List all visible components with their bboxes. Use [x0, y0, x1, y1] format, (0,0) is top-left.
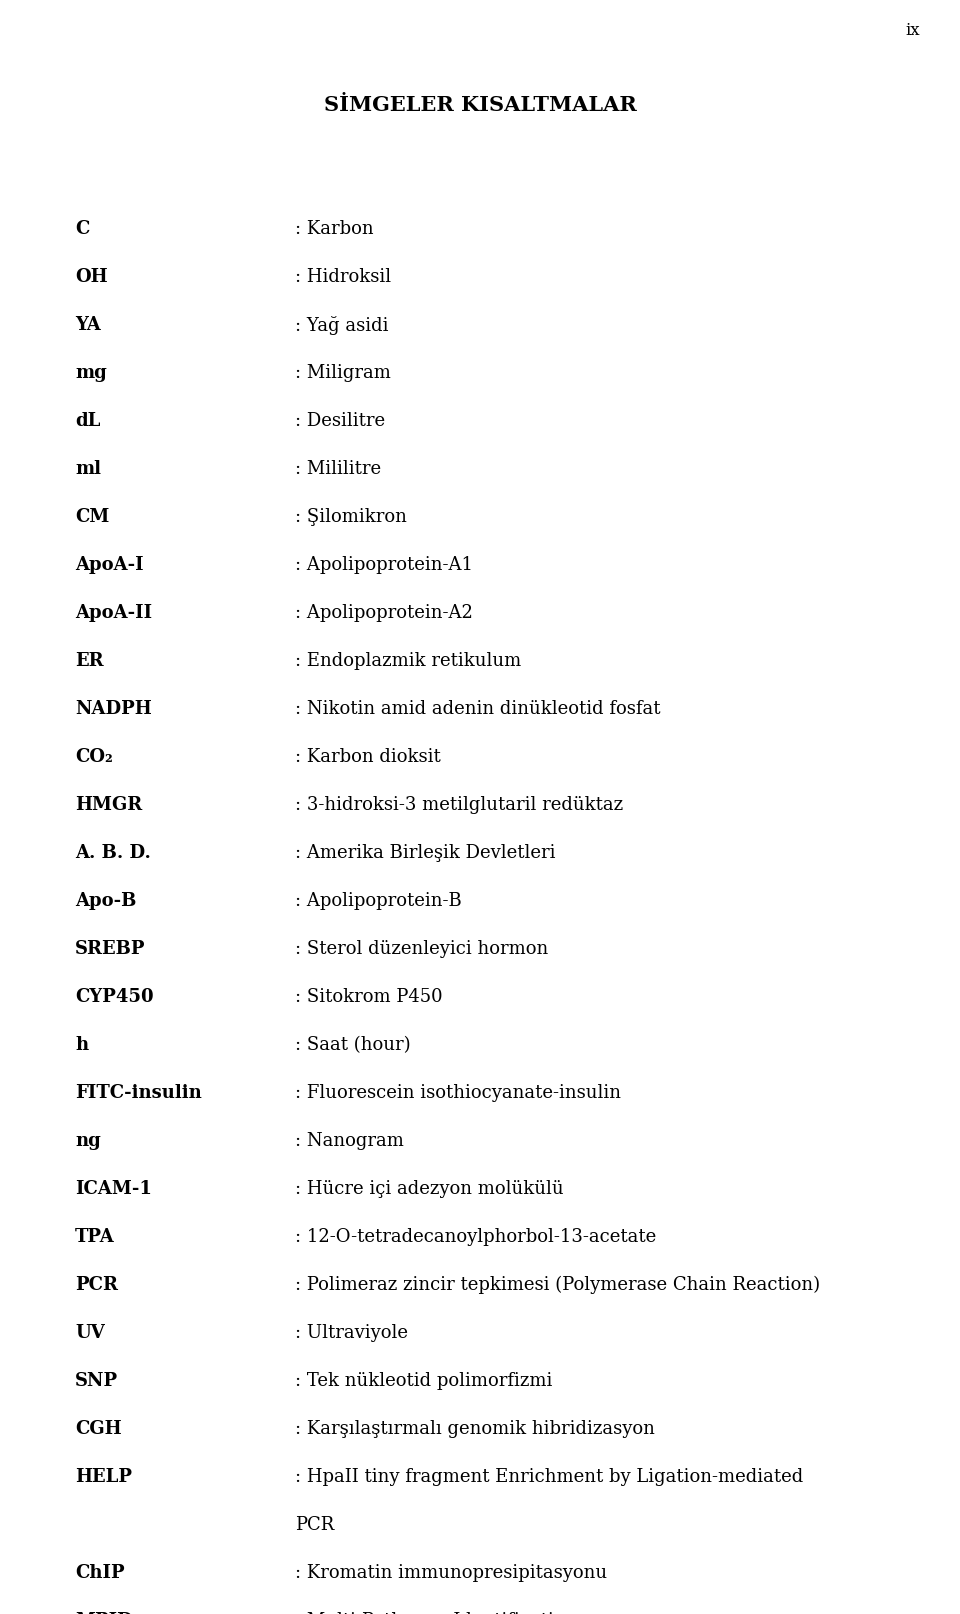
- Text: YA: YA: [75, 316, 101, 334]
- Text: CM: CM: [75, 508, 109, 526]
- Text: : Sitokrom P450: : Sitokrom P450: [295, 988, 443, 1006]
- Text: : Apolipoprotein-A1: : Apolipoprotein-A1: [295, 555, 473, 573]
- Text: PCR: PCR: [75, 1275, 118, 1293]
- Text: : Multi-Pathogen Identification: : Multi-Pathogen Identification: [295, 1611, 576, 1614]
- Text: SİMGELER KISALTMALAR: SİMGELER KISALTMALAR: [324, 95, 636, 115]
- Text: ER: ER: [75, 652, 104, 670]
- Text: ApoA-I: ApoA-I: [75, 555, 144, 573]
- Text: : Desilitre: : Desilitre: [295, 412, 385, 429]
- Text: : Nanogram: : Nanogram: [295, 1131, 404, 1149]
- Text: CYP450: CYP450: [75, 988, 154, 1006]
- Text: : Ultraviyole: : Ultraviyole: [295, 1323, 408, 1341]
- Text: : Karşılaştırmalı genomik hibridizasyon: : Karşılaştırmalı genomik hibridizasyon: [295, 1419, 655, 1436]
- Text: : Hücre içi adezyon molükülü: : Hücre içi adezyon molükülü: [295, 1180, 564, 1198]
- Text: ml: ml: [75, 460, 101, 478]
- Text: ix: ix: [905, 23, 920, 39]
- Text: : Apolipoprotein-A2: : Apolipoprotein-A2: [295, 604, 473, 621]
- Text: : Mililitre: : Mililitre: [295, 460, 381, 478]
- Text: : Şilomikron: : Şilomikron: [295, 508, 407, 526]
- Text: : Endoplazmik retikulum: : Endoplazmik retikulum: [295, 652, 521, 670]
- Text: C: C: [75, 220, 89, 237]
- Text: : Fluorescein isothiocyanate-insulin: : Fluorescein isothiocyanate-insulin: [295, 1083, 621, 1101]
- Text: SREBP: SREBP: [75, 939, 146, 957]
- Text: NADPH: NADPH: [75, 699, 152, 718]
- Text: mg: mg: [75, 363, 107, 383]
- Text: ApoA-II: ApoA-II: [75, 604, 152, 621]
- Text: : Kromatin immunopresipitasyonu: : Kromatin immunopresipitasyonu: [295, 1562, 607, 1582]
- Text: : Apolipoprotein-B: : Apolipoprotein-B: [295, 891, 462, 909]
- Text: : Karbon dioksit: : Karbon dioksit: [295, 747, 441, 765]
- Text: SNP: SNP: [75, 1372, 118, 1390]
- Text: Apo-B: Apo-B: [75, 891, 136, 909]
- Text: HMGR: HMGR: [75, 796, 142, 813]
- Text: : Saat (hour): : Saat (hour): [295, 1035, 411, 1054]
- Text: TPA: TPA: [75, 1227, 115, 1246]
- Text: ng: ng: [75, 1131, 101, 1149]
- Text: ICAM-1: ICAM-1: [75, 1180, 152, 1198]
- Text: HELP: HELP: [75, 1467, 132, 1485]
- Text: OH: OH: [75, 268, 108, 286]
- Text: : 3-hidroksi-3 metilglutaril redüktaz: : 3-hidroksi-3 metilglutaril redüktaz: [295, 796, 623, 813]
- Text: FITC-insulin: FITC-insulin: [75, 1083, 202, 1101]
- Text: : Tek nükleotid polimorfizmi: : Tek nükleotid polimorfizmi: [295, 1372, 552, 1390]
- Text: ChIP: ChIP: [75, 1562, 125, 1582]
- Text: CO₂: CO₂: [75, 747, 113, 765]
- Text: : Nikotin amid adenin dinükleotid fosfat: : Nikotin amid adenin dinükleotid fosfat: [295, 699, 660, 718]
- Text: h: h: [75, 1035, 88, 1054]
- Text: : Yağ asidi: : Yağ asidi: [295, 316, 389, 334]
- Text: : Hidroksil: : Hidroksil: [295, 268, 391, 286]
- Text: MPID: MPID: [75, 1611, 132, 1614]
- Text: : Sterol düzenleyici hormon: : Sterol düzenleyici hormon: [295, 939, 548, 957]
- Text: dL: dL: [75, 412, 101, 429]
- Text: PCR: PCR: [295, 1516, 334, 1533]
- Text: : Karbon: : Karbon: [295, 220, 373, 237]
- Text: : HpaII tiny fragment Enrichment by Ligation-mediated: : HpaII tiny fragment Enrichment by Liga…: [295, 1467, 804, 1485]
- Text: UV: UV: [75, 1323, 105, 1341]
- Text: CGH: CGH: [75, 1419, 122, 1436]
- Text: : 12-O-tetradecanoylphorbol-13-acetate: : 12-O-tetradecanoylphorbol-13-acetate: [295, 1227, 657, 1246]
- Text: : Amerika Birleşik Devletleri: : Amerika Birleşik Devletleri: [295, 844, 556, 862]
- Text: : Miligram: : Miligram: [295, 363, 391, 383]
- Text: A. B. D.: A. B. D.: [75, 844, 151, 862]
- Text: : Polimeraz zincir tepkimesi (Polymerase Chain Reaction): : Polimeraz zincir tepkimesi (Polymerase…: [295, 1275, 820, 1293]
